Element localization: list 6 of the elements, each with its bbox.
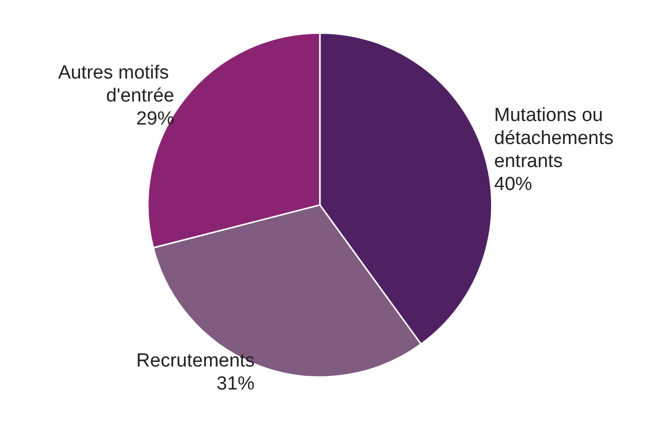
data-label: 31% [216, 373, 255, 394]
slice-label: Recrutements [136, 350, 255, 372]
slice-label: Mutations ou détachements entrants [494, 104, 619, 172]
data-label: 29% [136, 108, 174, 130]
data-label: 40% [494, 174, 532, 195]
slice-label: Autres motifs d'entrée [58, 62, 174, 106]
